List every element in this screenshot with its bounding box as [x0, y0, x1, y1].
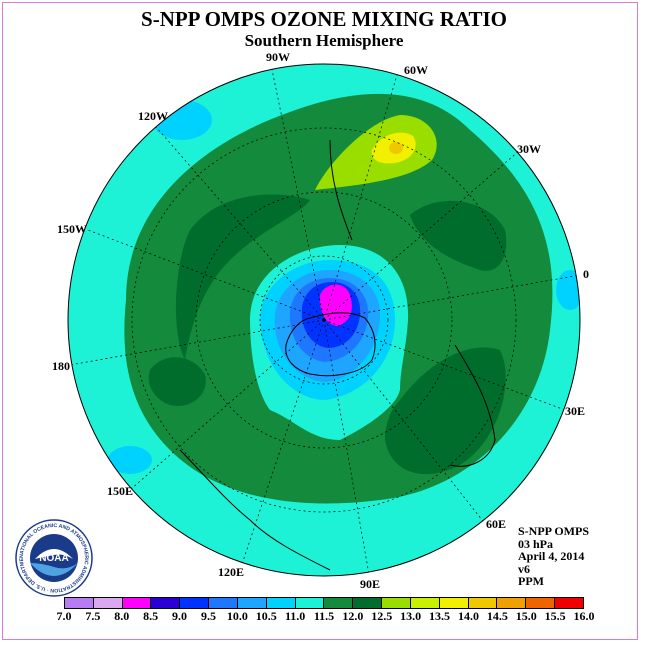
- info-product: S-NPP OMPS: [518, 524, 589, 538]
- colorbar-swatch: [324, 598, 354, 608]
- colorbar-label: 8.5: [143, 609, 159, 623]
- lon-label-120w: 120W: [138, 109, 168, 123]
- contour-12-0-d: [148, 357, 206, 406]
- info-version: v6: [518, 561, 530, 576]
- product-info: S-NPP OMPS 03 hPa April 4, 2014 v6 PPM: [518, 525, 589, 588]
- contour-12-0-b: [410, 200, 507, 271]
- logo-text: NOAA: [39, 553, 68, 564]
- colorbar-label: 9.0: [172, 609, 188, 623]
- colorbar-swatch: [295, 598, 325, 608]
- colorbar-swatch: [439, 598, 469, 608]
- australia-outline: [179, 449, 331, 571]
- colorbar-label: 8.0: [114, 609, 130, 623]
- colorbar-swatch: [122, 598, 152, 608]
- colorbar-label: 12.5: [371, 609, 393, 623]
- colorbar-label: 11.0: [284, 609, 306, 623]
- colorbar: [64, 597, 584, 609]
- colorbar-label: 10.0: [226, 609, 248, 623]
- colorbar-label: 7.0: [56, 609, 72, 623]
- colorbar-label: 15.5: [544, 609, 566, 623]
- ozone-field: [68, 64, 580, 576]
- info-level: 03 hPa: [518, 536, 554, 551]
- contour-14-0: [389, 142, 403, 154]
- lon-label-30w: 30W: [517, 142, 541, 156]
- antarctica-outline: [285, 312, 376, 377]
- info-date: April 4, 2014: [518, 549, 585, 563]
- colorbar-label: 9.5: [200, 609, 216, 623]
- colorbar-labels: 7.0 7.5 8.0 8.5 9.0 9.5 10.0 10.5 11.0 11.5 12.0 12…: [57, 609, 595, 623]
- south-america-outline: [329, 139, 353, 241]
- colorbar-swatch: [180, 598, 210, 608]
- colorbar-swatch: [410, 598, 440, 608]
- contour-10-5-c: [108, 446, 152, 474]
- contour-8-0: [319, 284, 352, 326]
- colorbar-swatch: [65, 598, 94, 608]
- colorbar-label: 13.5: [429, 609, 451, 623]
- lon-label-60w: 60W: [404, 63, 428, 77]
- lon-label-180: 180: [52, 359, 70, 373]
- page-title: S-NPP OMPS OZONE MIXING RATIO: [141, 7, 507, 31]
- lon-label-150w: 150W: [57, 222, 87, 236]
- colorbar-label: 12.0: [342, 609, 364, 623]
- colorbar-swatch: [468, 598, 498, 608]
- contour-12-0-a: [175, 194, 310, 360]
- colorbar-label: 13.0: [400, 609, 422, 623]
- lon-label-90w: 90W: [266, 50, 290, 64]
- graticule: [69, 64, 580, 576]
- colorbar-swatch: [555, 598, 583, 608]
- colorbar-swatch: [353, 598, 383, 608]
- map-boundary: [67, 63, 581, 577]
- info-units: PPM: [518, 574, 544, 588]
- colorbar-label: 7.5: [85, 609, 101, 623]
- page-subtitle: Southern Hemisphere: [244, 31, 404, 50]
- lon-label-0: 0: [583, 267, 589, 281]
- noaa-logo: NATIONAL OCEANIC AND ATMOSPHERIC ADMINIS…: [15, 519, 93, 597]
- colorbar-swatch: [209, 598, 238, 608]
- colorbar-swatch: [497, 598, 527, 608]
- lon-label-120e: 120E: [218, 565, 244, 579]
- lon-label-30e: 30E: [565, 404, 585, 418]
- colorbar-swatch: [266, 598, 296, 608]
- colorbar-label: 14.5: [486, 609, 508, 623]
- colorbar-swatch: [526, 598, 556, 608]
- frame-border: [2, 2, 638, 640]
- colorbar-label: 16.0: [573, 609, 595, 623]
- colorbar-swatch: [382, 598, 411, 608]
- colorbar-label: 10.5: [255, 609, 277, 623]
- colorbar-label: 14.0: [457, 609, 479, 623]
- colorbar-label: 15.0: [515, 609, 537, 623]
- colorbar-swatch: [93, 598, 123, 608]
- lon-label-150e: 150E: [107, 484, 133, 498]
- colorbar-swatch: [151, 598, 181, 608]
- lon-label-60e: 60E: [486, 517, 506, 531]
- colorbar-swatch: [237, 598, 267, 608]
- colorbar-label: 11.5: [313, 609, 335, 623]
- africa-outline: [449, 344, 496, 467]
- lon-label-90e: 90E: [360, 577, 380, 591]
- contour-12-0-c: [385, 347, 506, 475]
